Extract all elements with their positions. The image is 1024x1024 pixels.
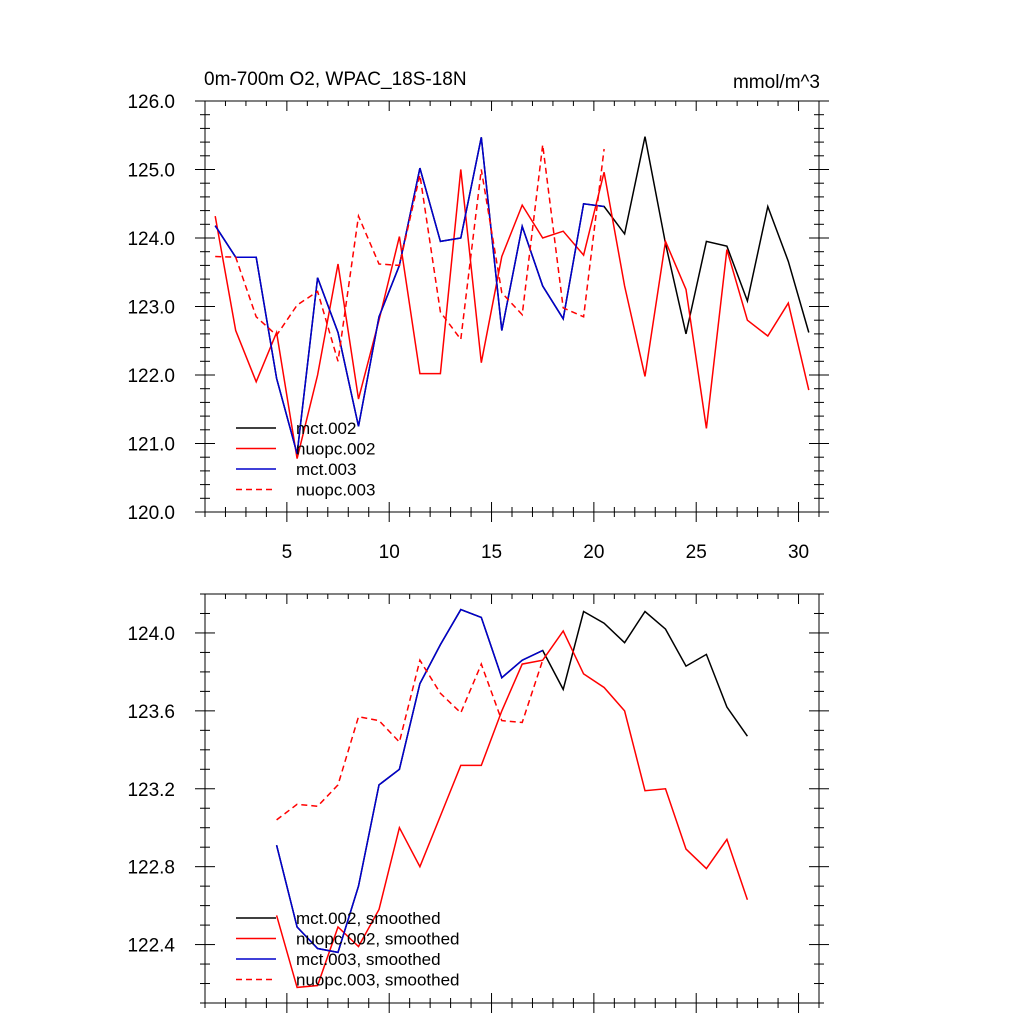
- x-tick-label: 30: [788, 542, 809, 563]
- legend-label: mct.003, smoothed: [296, 950, 441, 969]
- top-panel: 0m-700m O2, WPAC_18S-18N mmol/m^3 5 10 15 2…: [127, 69, 829, 563]
- series-line-mct-003: [214, 137, 605, 454]
- y-tick-label: 123.0: [127, 298, 175, 319]
- legend-label: nuopc.003, smoothed: [296, 971, 460, 990]
- top-panel-title: 0m-700m O2, WPAC_18S-18N: [204, 69, 467, 90]
- series-line-nuopc-003-smoothed: [276, 658, 544, 821]
- x-tick-label: 10: [379, 542, 400, 563]
- y-tick-label: 122.8: [127, 858, 175, 879]
- y-tick-label: 126.0: [127, 92, 175, 113]
- legend-label: mct.002, smoothed: [296, 909, 441, 928]
- y-tick-label: 125.0: [127, 161, 175, 182]
- x-tick-label: 25: [686, 542, 707, 563]
- x-tick-label: 5: [282, 542, 293, 563]
- y-tick-label: 123.2: [127, 780, 175, 801]
- series-line-mct-003-smoothed: [275, 608, 544, 954]
- legend-label: nuopc.003: [296, 481, 375, 500]
- legend-label: nuopc.002, smoothed: [296, 930, 460, 949]
- y-tick-label: 124.0: [127, 229, 175, 250]
- y-tick-label: 123.6: [127, 702, 175, 723]
- y-tick-label: 122.0: [127, 366, 175, 387]
- y-tick-label: 121.0: [127, 435, 175, 456]
- bottom-panel: 122.4 122.8 123.2 123.6 124.0 mct.002, smooth…: [127, 593, 829, 1013]
- legend-label: nuopc.002: [296, 440, 375, 459]
- y-tick-label: 122.4: [127, 936, 175, 957]
- series-line-nuopc-002-smoothed: [275, 629, 749, 989]
- y-tick-label: 120.0: [127, 503, 175, 524]
- legend-label: mct.002: [296, 419, 356, 438]
- x-tick-label: 20: [583, 542, 604, 563]
- series-line-mct-002: [214, 136, 810, 454]
- top-panel-units: mmol/m^3: [733, 72, 820, 93]
- series-line-nuopc-003: [215, 144, 605, 362]
- y-tick-label: 124.0: [127, 624, 175, 645]
- series-line-mct-002-smoothed: [275, 608, 749, 954]
- legend-label: mct.003: [296, 460, 356, 479]
- x-tick-label: 15: [481, 542, 502, 563]
- series-line-nuopc-002: [214, 169, 810, 459]
